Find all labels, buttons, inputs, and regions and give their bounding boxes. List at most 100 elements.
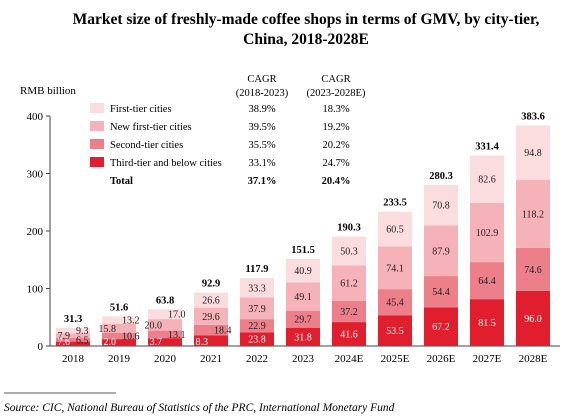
bar-segment-tier3 [470, 299, 504, 346]
bars: 7.6 6.5 7.9 9.331.3 12.0 10.6 15.8 13.2 51.6 13.7… [56, 111, 550, 348]
x-axis-ticks: 2018 2019 2020 2021 2022 2023 2024E 2025E 2026E 2… [62, 353, 548, 365]
bar-value-label: 37.9 [248, 304, 266, 315]
legend-cagr2-tier1: 18.3% [322, 104, 349, 115]
legend-total-label: Total [110, 176, 133, 187]
bar-segment-tier1 [194, 292, 228, 308]
bar-total-label: 51.6 [110, 302, 128, 313]
bar-total-label: 63.8 [156, 295, 174, 306]
bar-value-label: 33.3 [248, 283, 266, 294]
bar-total-label: 383.6 [521, 111, 545, 122]
bar-segment-tier2 [194, 324, 228, 336]
bar-total-label: 233.5 [383, 198, 407, 209]
bar-segment-tier3 [378, 315, 412, 346]
bar-value-label: 102.9 [476, 228, 499, 239]
bar-value-label: 15.8 [99, 324, 117, 335]
bar-segment-tier3 [516, 290, 550, 346]
x-tick-label: 2020 [154, 353, 177, 365]
bar-value-label: 20.0 [145, 320, 163, 331]
legend-cagr1-newtier1: 39.5% [248, 122, 275, 133]
bar-segment-tier1 [378, 211, 412, 247]
bar-total-label: 331.4 [475, 141, 499, 152]
bar-value-label: 6.5 [76, 335, 89, 346]
bar-segment-newtier1 [470, 202, 504, 263]
y-tick-label: 100 [27, 284, 44, 296]
bar-value-label: 13.2 [122, 316, 140, 327]
bar-value-label: 40.9 [294, 266, 312, 277]
bar-total-label: 31.3 [64, 314, 82, 325]
legend: First-tier cities 38.9% 18.3% New first-… [90, 103, 350, 187]
bar-value-label: 94.8 [524, 148, 542, 159]
bar-segment-tier3 [56, 341, 90, 346]
bar-value-label: 50.3 [340, 247, 358, 258]
x-tick-label: 2024E [335, 353, 364, 365]
bar-value-label: 9.3 [76, 326, 89, 337]
bar-segment-newtier1 [286, 282, 320, 311]
bar-segment-newtier1 [516, 179, 550, 248]
bar-segment-tier1 [470, 155, 504, 203]
bar-value-label: 7.9 [58, 331, 71, 342]
bar-segment-tier3 [102, 339, 136, 346]
bar-value-label: 61.2 [340, 279, 358, 290]
bar-value-label: 54.4 [432, 287, 450, 298]
bar-segment-tier2 [286, 310, 320, 328]
bar-segment-tier3 [332, 322, 366, 346]
bar-segment-newtier1 [194, 307, 228, 325]
bar-segment-tier1 [286, 258, 320, 283]
bar-segment-tier3 [286, 327, 320, 346]
bar-segment-tier2 [102, 333, 136, 340]
bar-segment-tier1 [424, 184, 458, 226]
bar-total-label: 280.3 [429, 171, 453, 182]
y-tick-label: 0 [38, 341, 44, 353]
bar-segment-tier2 [516, 247, 550, 291]
bar-value-label: 23.8 [248, 335, 266, 346]
bar-segment-tier2 [148, 330, 182, 339]
y-tick-label: 300 [27, 169, 44, 181]
legend-swatch-tier2 [90, 139, 104, 149]
legend-header-cagr1-line2: (2018-2023) [236, 88, 289, 99]
bar-value-label: 31.8 [294, 332, 312, 343]
bar-value-label: 74.1 [386, 263, 404, 274]
bar-value-label: 13.1 [168, 330, 186, 341]
bar-segment-newtier1 [240, 297, 274, 320]
bar-value-label: 49.1 [294, 292, 312, 303]
bar-value-label: 81.5 [478, 318, 496, 329]
x-tick-label: 2021 [200, 353, 222, 365]
bar-value-label: 22.9 [248, 321, 266, 332]
legend-total-cagr2: 20.4% [322, 176, 351, 187]
legend-label-tier2: Second-tier cities [110, 140, 183, 151]
bar-segment-tier1 [56, 328, 90, 334]
bar-segment-tier3 [194, 335, 228, 346]
x-tick-label: 2022 [246, 353, 268, 365]
x-tick-label: 2023 [292, 353, 315, 365]
bar-value-label: 70.8 [432, 201, 450, 212]
bar-value-label: 13.7 [145, 337, 163, 348]
bar-segment-newtier1 [424, 225, 458, 277]
bar-value-label: 18.3 [191, 337, 209, 348]
legend-header-cagr2-line2: (2023-2028E) [307, 88, 366, 99]
legend-swatch-tier3 [90, 157, 104, 167]
bar-value-label: 41.6 [340, 330, 358, 341]
x-tick-label: 2018 [62, 353, 85, 365]
bar-value-label: 96.0 [524, 314, 542, 325]
bar-value-label: 37.2 [340, 307, 358, 318]
bar-value-label: 18.4 [214, 326, 232, 337]
bar-total-label: 92.9 [202, 279, 220, 290]
legend-cagr1-tier1: 38.9% [248, 104, 275, 115]
y-axis-ticks: 0 100 200 300 400 [27, 111, 50, 353]
legend-cagr2-tier2: 20.2% [322, 140, 349, 151]
bar-segment-tier1 [102, 316, 136, 324]
bar-value-label: 74.6 [524, 265, 542, 276]
x-tick-label: 2027E [473, 353, 502, 365]
bar-value-label: 17.0 [168, 310, 186, 321]
x-tick-label: 2026E [427, 353, 456, 365]
bar-segment-tier2 [470, 262, 504, 300]
bar-segment-newtier1 [102, 323, 136, 334]
bar-value-label: 118.2 [522, 209, 544, 220]
bar-total-label: 151.5 [291, 245, 315, 256]
legend-label-tier1: First-tier cities [110, 104, 172, 115]
legend-cagr2-tier3: 24.7% [322, 158, 349, 169]
bar-segment-tier1 [240, 278, 274, 298]
bar-segment-tier1 [148, 309, 182, 320]
bar-value-label: 29.6 [202, 312, 220, 323]
bar-segment-tier1 [332, 236, 366, 266]
